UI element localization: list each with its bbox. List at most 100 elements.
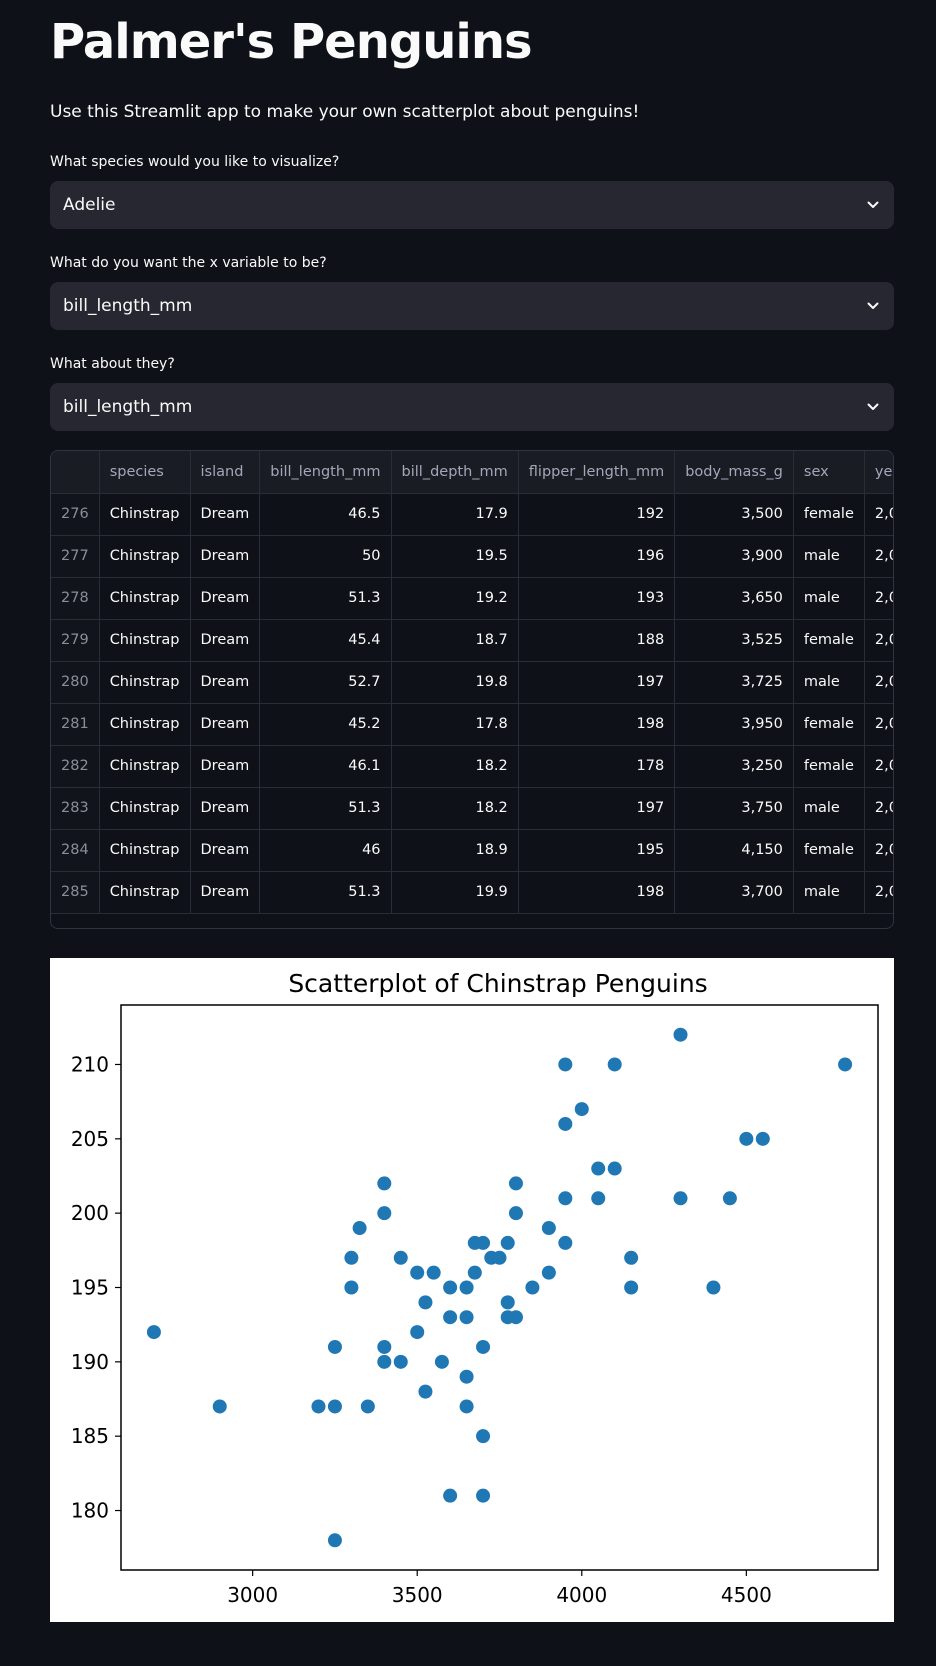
table-cell: Dream [190,787,261,830]
scatter-point [393,1250,408,1265]
scatterplot-figure: Scatterplot of Chinstrap Penguins 3000 35… [50,958,894,1622]
dataframe-table: species island bill_length_mm bill_depth_mm… [51,451,893,914]
table-cell: 51.3 [259,577,392,620]
scatter-point [558,1116,573,1131]
table-row[interactable]: 281 Chinstrap Dream 45.2 17.8 198 3,950 female 2… [51,703,893,746]
column-bill-depth-header[interactable]: bill_depth_mm [391,451,519,494]
scatter-point [459,1310,474,1325]
table-cell: 17.9 [391,493,519,536]
table-cell: 196 [518,535,676,578]
table-row[interactable]: 276 Chinstrap Dream 46.5 17.9 192 3,500 female 2… [51,493,893,536]
table-cell: 3,650 [674,577,794,620]
table-cell: male [793,535,865,578]
scatter-point [492,1250,507,1265]
column-index-header[interactable] [51,451,100,494]
table-cell: Chinstrap [99,703,191,746]
scatter-point [459,1369,474,1384]
scatter-point [541,1221,556,1236]
table-cell: female [793,619,865,662]
y-tick-label: 190 [71,1350,109,1374]
table-cell: 2,0 [864,577,893,620]
scatter-point [212,1399,227,1414]
table-cell: female [793,493,865,536]
row-index: 284 [51,829,100,872]
scatter-point [418,1295,433,1310]
scatter-point [344,1250,359,1265]
row-index: 282 [51,745,100,788]
row-index: 277 [51,535,100,578]
column-bill-length-header[interactable]: bill_length_mm [259,451,392,494]
x-variable-select[interactable]: bill_length_mm [50,282,894,330]
column-species-header[interactable]: species [99,451,191,494]
table-cell: 195 [518,829,676,872]
table-cell: female [793,703,865,746]
table-cell: 3,700 [674,871,794,914]
scatter-point [558,1235,573,1250]
axis-ticks: 3000 3500 4000 4500 180 185 190 195 200 205 210 [71,1052,772,1607]
table-cell: male [793,787,865,830]
table-cell: 45.2 [259,703,392,746]
table-cell: Chinstrap [99,829,191,872]
y-variable-select-label: What about they? [50,356,175,372]
table-cell: Dream [190,619,261,662]
column-year-header[interactable]: yea [864,451,893,494]
scatter-point [377,1206,392,1221]
table-cell: 198 [518,703,676,746]
column-body-mass-header[interactable]: body_mass_g [674,451,794,494]
chevron-down-icon [867,302,879,309]
table-cell: 17.8 [391,703,519,746]
table-cell: 3,900 [674,535,794,578]
table-cell: 2,0 [864,871,893,914]
x-tick-label: 4500 [721,1583,772,1607]
table-cell: 2,0 [864,787,893,830]
scatter-point [467,1265,482,1280]
scatter-point [327,1339,342,1354]
column-island-header[interactable]: island [190,451,261,494]
table-cell: Chinstrap [99,787,191,830]
table-row[interactable]: 282 Chinstrap Dream 46.1 18.2 178 3,250 female 2… [51,745,893,788]
table-cell: Dream [190,871,261,914]
table-cell: 18.7 [391,619,519,662]
y-tick-label: 185 [71,1424,109,1448]
table-cell: 51.3 [259,871,392,914]
scatter-point [500,1295,515,1310]
penguins-dataframe[interactable]: species island bill_length_mm bill_depth_mm… [50,450,894,929]
table-cell: Chinstrap [99,619,191,662]
y-tick-label: 195 [71,1276,109,1300]
row-index: 276 [51,493,100,536]
page-subtitle: Use this Streamlit app to make your own … [50,102,640,122]
scatter-point [410,1265,425,1280]
scatter-point [476,1488,491,1503]
scatter-point [393,1354,408,1369]
plot-area-frame [120,1004,879,1571]
scatter-point [591,1191,606,1206]
table-cell: 2,0 [864,745,893,788]
species-select[interactable]: Adelie [50,181,894,229]
table-cell: Chinstrap [99,661,191,704]
table-cell: Chinstrap [99,745,191,788]
scatter-point [327,1399,342,1414]
y-variable-select[interactable]: bill_length_mm [50,383,894,431]
table-row[interactable]: 279 Chinstrap Dream 45.4 18.7 188 3,525 female 2… [51,619,893,662]
scatter-point [377,1354,392,1369]
scatter-point [434,1354,449,1369]
scatter-point [476,1235,491,1250]
scatter-point [344,1280,359,1295]
scatter-point [607,1161,622,1176]
row-index: 278 [51,577,100,620]
column-sex-header[interactable]: sex [793,451,865,494]
species-select-value: Adelie [63,195,116,215]
y-variable-select-value: bill_length_mm [63,397,193,417]
table-cell: Chinstrap [99,535,191,578]
table-cell: 19.2 [391,577,519,620]
table-cell: 3,500 [674,493,794,536]
column-flipper-length-header[interactable]: flipper_length_mm [518,451,676,494]
table-cell: Dream [190,703,261,746]
table-cell: 197 [518,787,676,830]
